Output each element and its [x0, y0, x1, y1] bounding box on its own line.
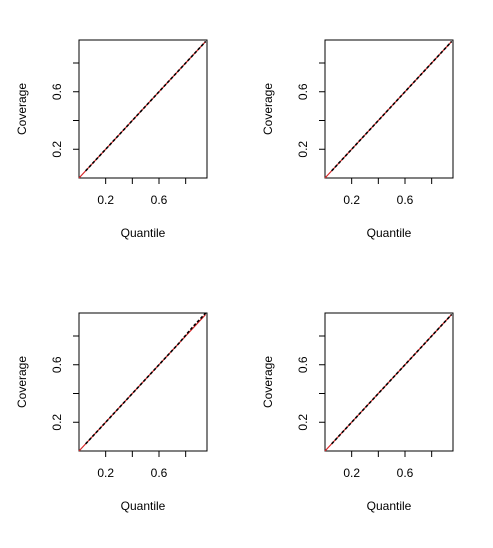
x-axis-label: Quantile [121, 226, 166, 240]
x-axis-label: Quantile [121, 499, 166, 513]
panel-4: 0.2 0.6 0.2 0.6 Quantile Coverage [261, 312, 454, 513]
coverage-line [85, 40, 207, 172]
y-axis-label: Coverage [261, 356, 275, 408]
plot-frame [78, 39, 208, 179]
plot-frame [78, 312, 208, 452]
x-axis-label: Quantile [367, 499, 412, 513]
coverage-line [85, 312, 207, 445]
coverage-line [331, 313, 453, 445]
x-tick-label: 0.6 [151, 466, 168, 480]
x-tick-label: 0.6 [397, 193, 414, 207]
x-axis-label: Quantile [367, 226, 412, 240]
y-tick-label: 0.2 [50, 414, 64, 431]
y-axis-label: Coverage [261, 83, 275, 135]
y-axis-label: Coverage [15, 356, 29, 408]
x-tick-label: 0.2 [343, 193, 360, 207]
x-tick-label: 0.6 [151, 193, 168, 207]
reference-line [324, 314, 453, 452]
x-tick-label: 0.6 [397, 466, 414, 480]
panel-1: 0.2 0.6 0.2 0.6 Quantile Coverage [15, 39, 208, 240]
panel-2: 0.2 0.6 0.2 0.6 Quantile Coverage [261, 39, 454, 240]
plot-frame [324, 39, 454, 179]
y-tick-label: 0.6 [50, 83, 64, 100]
y-tick-label: 0.2 [50, 141, 64, 158]
reference-line [78, 314, 207, 452]
y-tick-label: 0.2 [296, 141, 310, 158]
y-axis-label: Coverage [15, 83, 29, 135]
x-tick-label: 0.2 [97, 466, 114, 480]
y-tick-label: 0.6 [50, 356, 64, 373]
x-tick-label: 0.2 [97, 193, 114, 207]
x-tick-label: 0.2 [343, 466, 360, 480]
y-tick-label: 0.2 [296, 414, 310, 431]
panel-3: 0.2 0.6 0.2 0.6 Quantile Coverage [15, 312, 208, 513]
y-tick-label: 0.6 [296, 83, 310, 100]
y-tick-label: 0.6 [296, 356, 310, 373]
coverage-line [331, 40, 453, 172]
reference-line [324, 41, 453, 179]
plot-frame [324, 312, 454, 452]
reference-line [78, 41, 207, 179]
